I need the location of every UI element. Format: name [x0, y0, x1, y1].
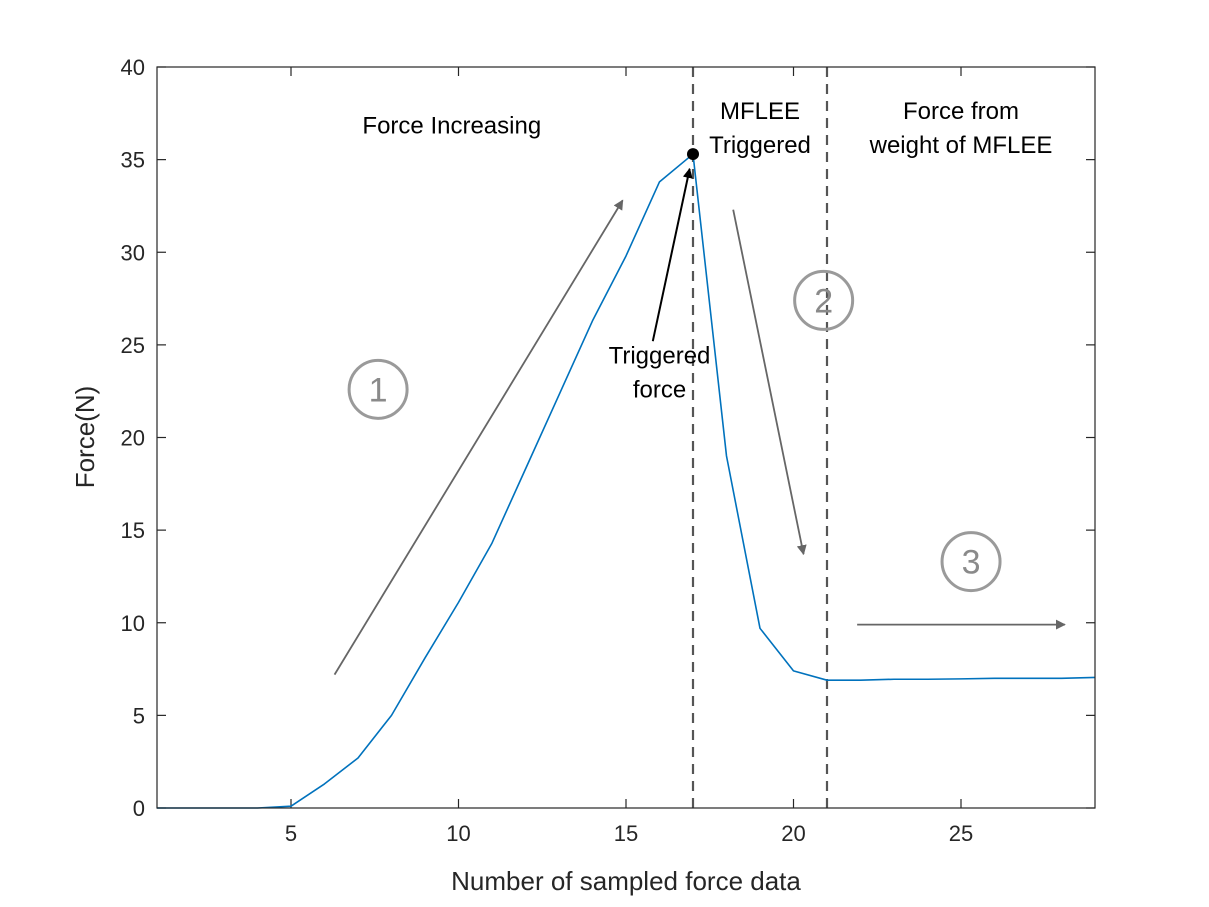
- annotation-arrow: [333, 199, 624, 676]
- y-tick-label: 35: [121, 148, 145, 173]
- phase-number-label: 2: [814, 282, 833, 320]
- annotation-line: weight of MFLEE: [869, 132, 1053, 159]
- annotation-line: Triggered: [709, 132, 811, 159]
- x-tick-label: 20: [781, 821, 805, 846]
- y-tick-label: 30: [121, 240, 145, 265]
- text-annotations: Force Increasing MFLEE Triggered Force from…: [362, 98, 1052, 404]
- annotation-line: MFLEE: [720, 98, 800, 125]
- phase-number-label: 1: [369, 371, 388, 409]
- annotation-arrow: [651, 167, 693, 342]
- y-tick-label: 0: [133, 796, 145, 821]
- annotation-text: MFLEE Triggered: [709, 98, 811, 159]
- annotation-line: force: [633, 376, 686, 403]
- annotation-line: Force from: [903, 98, 1019, 125]
- x-tick-label: 25: [949, 821, 973, 846]
- phase-number-circle: [793, 269, 855, 331]
- y-tick-label: 15: [121, 518, 145, 543]
- x-tick-label: 5: [285, 821, 297, 846]
- y-tick-label: 10: [121, 611, 145, 636]
- x-tick-label: 15: [614, 821, 638, 846]
- phase-number-circle: [940, 531, 1002, 593]
- x-tick-label: 10: [446, 821, 470, 846]
- y-tick-label: 5: [133, 703, 145, 728]
- phase-number-circle: [347, 358, 409, 420]
- y-axis-ticks: 0 5 10 15 20 25 30 35 40: [121, 55, 1095, 821]
- annotation-text: Force from weight of MFLEE: [869, 98, 1053, 159]
- phase-divider-lines: [691, 67, 829, 808]
- x-axis-ticks: 5 10 15 20 25: [285, 67, 973, 846]
- series-group: [157, 148, 1096, 809]
- y-tick-label: 25: [121, 333, 145, 358]
- phase-number-label: 3: [962, 544, 981, 582]
- plot-frame: [156, 66, 1096, 809]
- y-tick-label: 20: [121, 426, 145, 451]
- x-axis-label: Number of sampled force data: [451, 866, 801, 896]
- plot-background: [157, 67, 1095, 808]
- y-tick-label: 40: [121, 55, 145, 80]
- annotation-line: Triggered: [609, 342, 711, 369]
- annotation-arrow: [732, 209, 807, 556]
- annotation-arrows: [333, 167, 1066, 676]
- triggered-force-point: [687, 148, 699, 161]
- force-series-line: [157, 153, 1096, 809]
- annotation-text: Force Increasing: [362, 113, 541, 140]
- annotation-text: Triggered force: [609, 342, 711, 403]
- phase-number-labels: 1 2 3: [347, 269, 1002, 593]
- annotation-line: Force Increasing: [362, 113, 541, 140]
- y-axis-label: Force(N): [70, 386, 100, 489]
